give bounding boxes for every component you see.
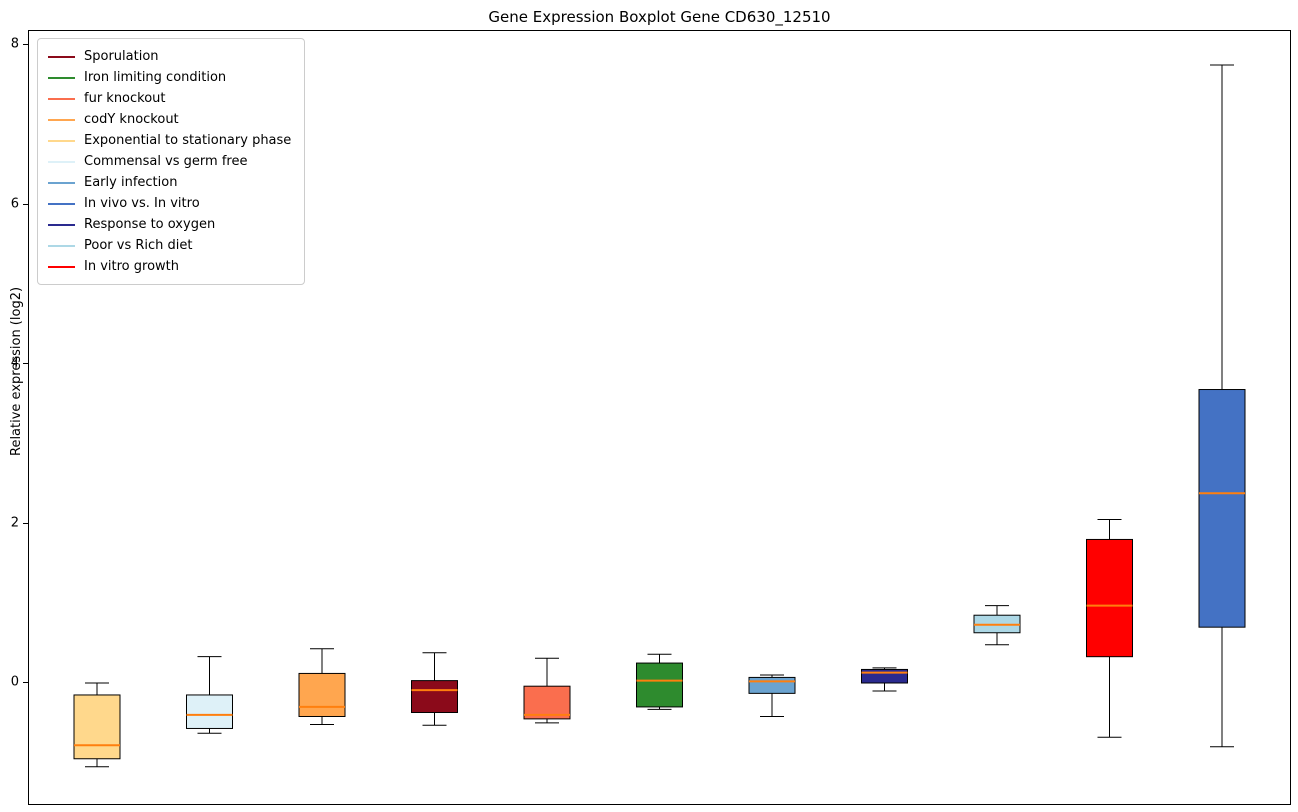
- boxplot-canvas: [73, 64, 1246, 768]
- y-tick-label: 2: [10, 515, 19, 530]
- boxplot-cody-knockout: [298, 648, 346, 725]
- box-iqr: [748, 676, 796, 694]
- boxplot-response-to-oxygen: [861, 667, 908, 692]
- y-tick-label: 0: [10, 674, 19, 690]
- legend-swatch-icon: [48, 181, 75, 184]
- legend-item-early-infection: Early infection: [48, 172, 291, 193]
- box-iqr: [523, 685, 571, 720]
- legend-label: In vivo vs. In vitro: [84, 196, 200, 211]
- y-axis-label: Relative expression (log2): [9, 286, 24, 456]
- legend-swatch-icon: [48, 118, 75, 121]
- legend-label: Sporulation: [84, 49, 159, 64]
- y-tick-mark: [23, 682, 28, 683]
- legend-label: Commensal vs germ free: [84, 154, 248, 169]
- box-iqr: [1198, 389, 1246, 628]
- legend-item-fur-knockout: fur knockout: [48, 88, 291, 109]
- legend-swatch-icon: [48, 97, 75, 100]
- box-iqr: [298, 672, 346, 717]
- legend-swatch-icon: [48, 244, 75, 247]
- boxplot-poor-vs-rich-diet: [973, 605, 1021, 646]
- legend-swatch-icon: [48, 55, 75, 58]
- legend-swatch-icon: [48, 76, 75, 79]
- y-tick-label: 4: [10, 355, 19, 371]
- y-tick-mark: [23, 203, 28, 205]
- legend-item-response-to-oxygen: Response to oxygen: [48, 214, 291, 235]
- boxplot-early-infection: [748, 674, 796, 717]
- y-tick-mark: [23, 522, 28, 524]
- box-iqr: [73, 694, 121, 760]
- y-tick-mark: [23, 44, 28, 45]
- chart-title: Gene Expression Boxplot Gene CD630_12510: [488, 8, 831, 26]
- boxplot-sporulation: [411, 652, 458, 726]
- box-iqr: [636, 662, 683, 708]
- y-tick-mark: [23, 363, 28, 364]
- legend-label: codY knockout: [84, 112, 179, 127]
- legend-label: Response to oxygen: [84, 217, 216, 232]
- box-iqr: [186, 694, 233, 729]
- legend-label: fur knockout: [84, 91, 166, 106]
- legend-item-iron-limiting-condition: Iron limiting condition: [48, 67, 291, 88]
- boxplot-in-vitro-growth: [1086, 519, 1133, 738]
- box-iqr: [411, 680, 458, 714]
- box-iqr: [1086, 538, 1133, 658]
- legend-label: Poor vs Rich diet: [84, 238, 193, 253]
- boxplot-fur-knockout: [523, 657, 571, 724]
- legend-swatch-icon: [48, 223, 75, 226]
- boxplot-iron-limiting-condition: [636, 653, 683, 710]
- legend: Sporulation Iron limiting condition fur kn…: [37, 38, 306, 285]
- legend-item-cody-knockout: codY knockout: [48, 109, 291, 130]
- legend-swatch-icon: [48, 160, 75, 163]
- plot-area: Sporulation Iron limiting condition fur kn…: [28, 30, 1291, 805]
- legend-swatch-icon: [48, 265, 75, 268]
- y-tick-label: 8: [10, 36, 19, 52]
- legend-item-poor-vs-rich-diet: Poor vs Rich diet: [48, 235, 291, 256]
- y-tick-label: 6: [10, 196, 19, 211]
- legend-item-in-vitro-growth: In vitro growth: [48, 256, 291, 277]
- legend-label: Exponential to stationary phase: [84, 133, 292, 148]
- box-iqr: [861, 668, 908, 684]
- legend-item-commensal-vs-germ-free: Commensal vs germ free: [48, 151, 291, 172]
- legend-swatch-icon: [48, 139, 75, 142]
- legend-swatch-icon: [48, 202, 75, 205]
- boxplot-exponential-to-stationary-phase: [73, 682, 121, 768]
- legend-item-in-vivo-vs-in-vitro: In vivo vs. In vitro: [48, 193, 291, 214]
- legend-label: In vitro growth: [84, 259, 179, 274]
- boxplot-commensal-vs-germ-free: [186, 656, 233, 734]
- legend-label: Iron limiting condition: [84, 70, 227, 85]
- boxplot-in-vivo-vs-in-vitro: [1198, 64, 1246, 748]
- legend-item-sporulation: Sporulation: [48, 46, 291, 67]
- legend-label: Early infection: [84, 175, 178, 190]
- legend-item-exponential-to-stationary-phase: Exponential to stationary phase: [48, 130, 291, 151]
